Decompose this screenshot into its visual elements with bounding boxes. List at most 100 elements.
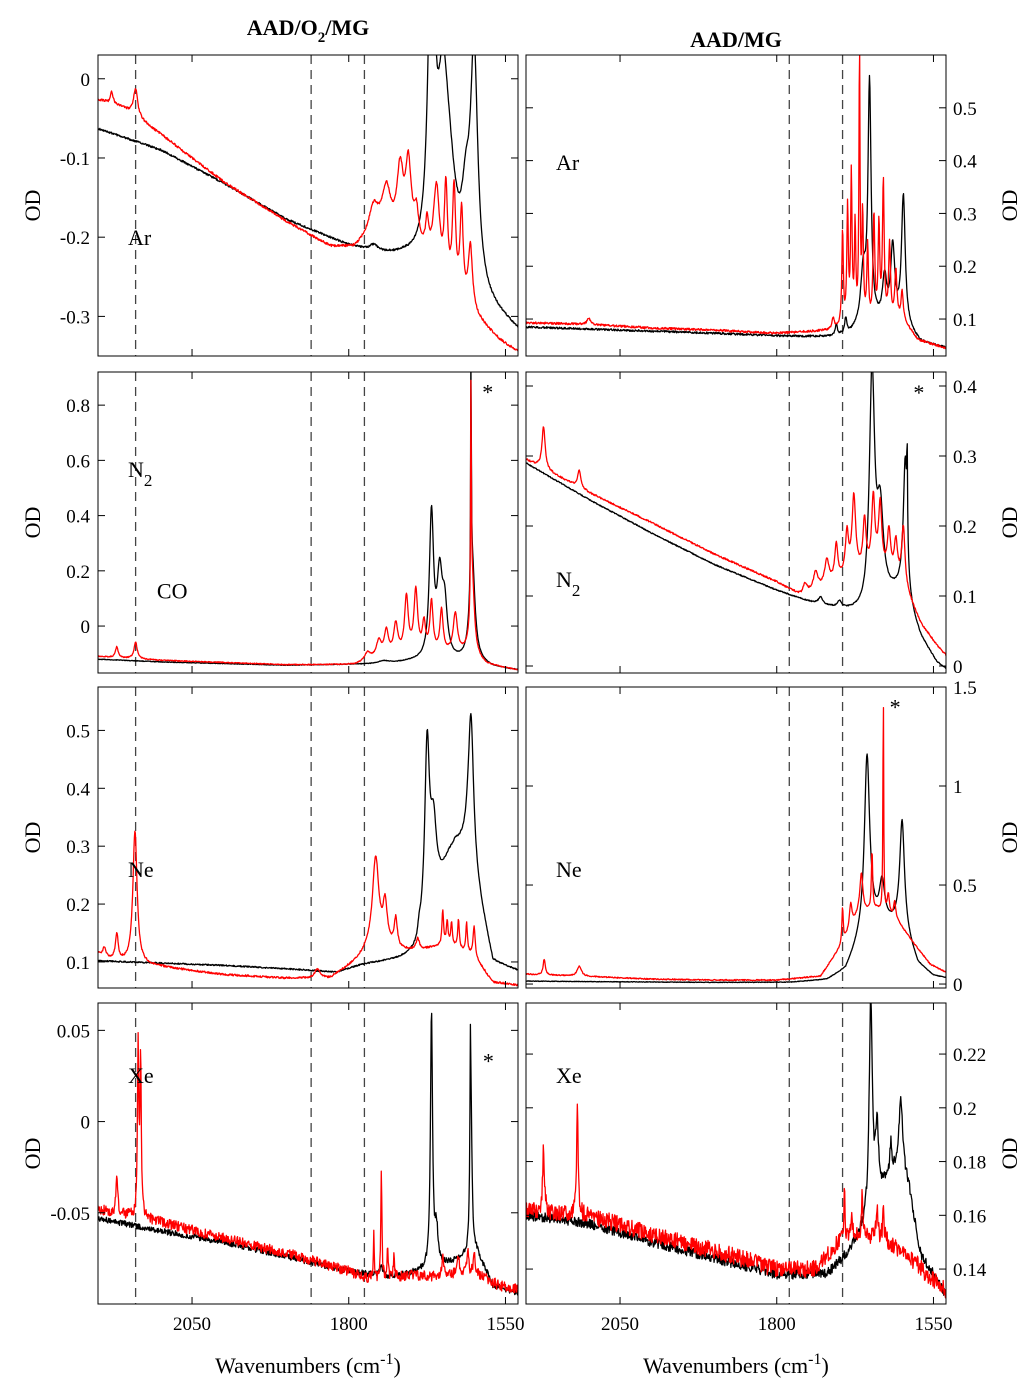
panel-3-1: 2050 1800 1550 0.14 0.16 0.18 0.2 0.22 OD Xe Waven… xyxy=(525,1002,1022,1378)
axes-frame xyxy=(525,54,947,357)
y-tick-label: 1.5 xyxy=(953,678,977,699)
x-tick-label: 1800 xyxy=(758,1314,796,1335)
matrix-name: Ne xyxy=(128,857,154,882)
plot-area xyxy=(526,372,946,673)
axes-frame xyxy=(525,686,947,989)
x-tick-label: 2050 xyxy=(601,1314,639,1335)
matrix-name: Ar xyxy=(128,225,152,250)
matrix-label: N2 xyxy=(556,567,580,600)
x-tick-label: 1550 xyxy=(914,1314,952,1335)
x-axis-label-main: Wavenumbers (cm xyxy=(643,1353,808,1378)
x-axis-label-end: ) xyxy=(394,1353,401,1378)
x-tick-label: 1550 xyxy=(486,1314,524,1335)
y-tick-label: 0.14 xyxy=(953,1260,987,1281)
spectrum-black xyxy=(98,372,518,670)
y-tick-label: 0.18 xyxy=(953,1153,986,1174)
y-tick-label: 0.3 xyxy=(953,447,977,468)
y-axis-label: OD xyxy=(997,822,1022,854)
panels: 0-0.1-0.2-0.3ODAr0.10.20.30.40.5ODAr0.80… xyxy=(20,54,1022,1378)
spectrum-red xyxy=(526,707,946,982)
y-tick-label: 0.3 xyxy=(953,204,977,225)
y-tick-label: 0.2 xyxy=(953,1099,977,1120)
spectrum-red xyxy=(98,830,518,987)
axes-frame xyxy=(97,686,519,989)
y-axis-label: OD xyxy=(20,822,45,854)
asterisk-marker: * xyxy=(913,380,924,405)
plot-area xyxy=(98,1003,518,1304)
spectrum-black xyxy=(98,55,518,328)
y-tick-label: 0.4 xyxy=(953,377,977,398)
column-title-left: AAD/O2/MG xyxy=(247,15,369,46)
asterisk-marker: * xyxy=(482,380,493,405)
y-axis-label: OD xyxy=(20,1138,45,1170)
x-axis-label-sup: -1 xyxy=(808,1351,821,1368)
axes-frame xyxy=(97,371,519,674)
y-tick-label: 0.1 xyxy=(66,953,90,974)
matrix-label: Xe xyxy=(128,1063,154,1088)
matrix-label: Ar xyxy=(556,150,580,175)
spectrum-red xyxy=(98,1031,518,1294)
y-tick-label: 0 xyxy=(953,975,963,996)
y-tick-label: 0.1 xyxy=(953,587,977,608)
axes-frame xyxy=(525,1002,947,1305)
y-axis-label: OD xyxy=(997,190,1022,222)
asterisk-marker: * xyxy=(483,1049,494,1074)
spectrum-red xyxy=(98,379,518,671)
matrix-name: Ne xyxy=(556,857,582,882)
matrix-name: Xe xyxy=(128,1063,154,1088)
matrix-name: N xyxy=(556,567,572,592)
panel-1-1: 0 0.1 0.2 0.3 0.4 OD N2 * xyxy=(525,371,1022,678)
axes-frame xyxy=(525,371,947,674)
y-axis-label: OD xyxy=(997,1138,1022,1170)
y-tick-label: -0.2 xyxy=(60,228,90,249)
y-tick-label: 0 xyxy=(81,70,91,91)
y-tick-label: 0.6 xyxy=(66,451,90,472)
x-tick-label: 1800 xyxy=(330,1314,368,1335)
panel-1-0: 0.8 0.6 0.4 0.2 0 OD N2 CO * xyxy=(20,371,519,674)
plot-area xyxy=(526,55,946,356)
y-tick-label: 0.5 xyxy=(953,99,977,120)
spectrum-red xyxy=(98,87,518,352)
y-tick-label: 0.4 xyxy=(66,507,90,528)
y-tick-label: 0 xyxy=(81,617,91,638)
asterisk-marker: * xyxy=(890,695,901,720)
matrix-subscript: 2 xyxy=(572,581,581,600)
column-title-right: AAD/MG xyxy=(690,27,782,52)
plot-area xyxy=(98,55,518,356)
x-axis-label-end: ) xyxy=(822,1353,829,1378)
plot-area xyxy=(526,687,946,988)
plot-area xyxy=(98,687,518,988)
axes-frame xyxy=(97,54,519,357)
y-tick-label: 0.05 xyxy=(57,1021,90,1042)
x-axis-label: Wavenumbers (cm-1) xyxy=(215,1351,401,1378)
spectrum-red xyxy=(526,1103,946,1299)
y-tick-label: 0.8 xyxy=(66,396,90,417)
y-tick-label: 0.2 xyxy=(953,517,977,538)
y-tick-label: 0.3 xyxy=(66,837,90,858)
plot-area xyxy=(526,1003,946,1304)
spectrum-black xyxy=(98,1012,518,1296)
y-tick-label: 0.16 xyxy=(953,1206,986,1227)
panel-0-1: 0.1 0.2 0.3 0.4 0.5 OD Ar xyxy=(525,54,1022,357)
panel-0-0: 0 -0.1 -0.2 -0.3 OD Ar xyxy=(20,54,519,357)
y-axis-label: OD xyxy=(20,507,45,539)
matrix-label: Ar xyxy=(128,225,152,250)
spectrum-red xyxy=(526,55,946,350)
panel-2-1: 0 0.5 1 1.5 OD Ne * xyxy=(525,678,1022,996)
y-tick-label: 1 xyxy=(953,777,963,798)
panel-3-0: 2050 1800 1550 0.05 0 -0.05 OD Xe * Wavenumbers (… xyxy=(20,1002,524,1378)
matrix-name: N xyxy=(128,457,144,482)
matrix-label: N2 xyxy=(128,457,152,490)
x-axis-label-sup: -1 xyxy=(380,1351,393,1368)
panel-2-0: 0.5 0.4 0.3 0.2 0.1 OD Ne xyxy=(20,686,519,989)
axes-frame xyxy=(97,1002,519,1305)
spectrum-black xyxy=(526,1003,946,1299)
y-tick-label: -0.3 xyxy=(60,307,90,328)
y-tick-label: 0.2 xyxy=(66,562,90,583)
y-axis-label: OD xyxy=(997,507,1022,539)
y-tick-label: 0.1 xyxy=(953,310,977,331)
spectrum-red xyxy=(526,426,946,657)
x-tick-label: 2050 xyxy=(173,1314,211,1335)
matrix-name: Xe xyxy=(556,1063,582,1088)
